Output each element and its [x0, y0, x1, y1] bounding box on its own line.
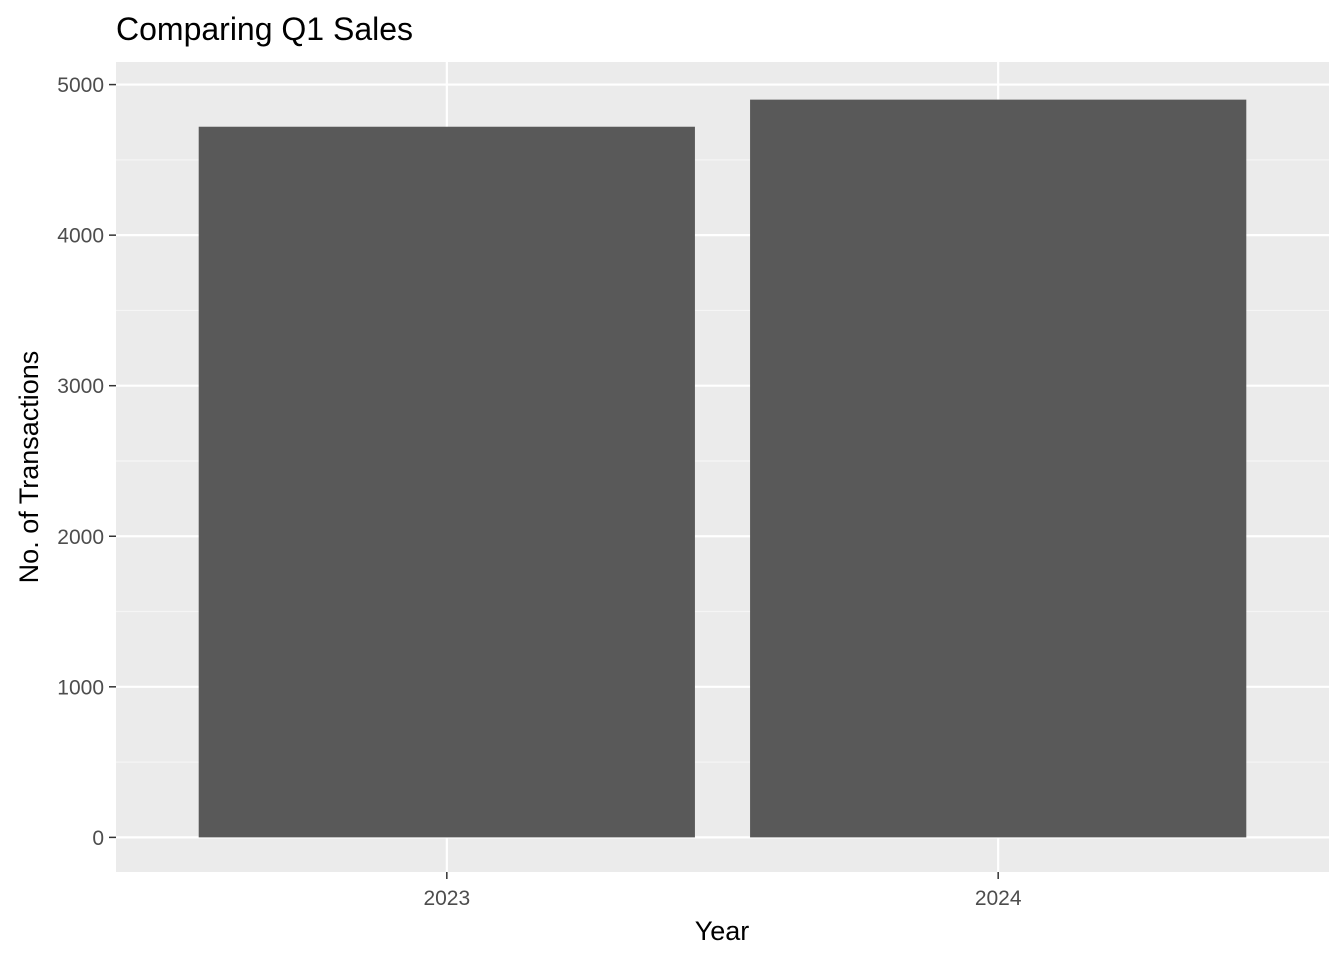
y-tick-label: 0 [92, 827, 104, 850]
x-tick-label: 2023 [423, 887, 470, 910]
y-tick-label: 2000 [57, 526, 104, 549]
y-tick-label: 1000 [57, 676, 104, 699]
bar-2023 [198, 126, 695, 838]
chart-title: Comparing Q1 Sales [116, 11, 413, 47]
bar-2024 [750, 99, 1247, 838]
bars [198, 99, 1247, 838]
x-axis-label: Year [695, 916, 750, 946]
y-tick-label: 5000 [57, 74, 104, 97]
y-axis-label: No. of Transactions [14, 351, 44, 584]
y-tick-label: 3000 [57, 375, 104, 398]
x-axis: 2023 2024 [423, 872, 1022, 910]
y-tick-label: 4000 [57, 225, 104, 248]
y-axis: 0 1000 2000 3000 4000 5000 [57, 74, 116, 850]
x-tick-label: 2024 [975, 887, 1022, 910]
